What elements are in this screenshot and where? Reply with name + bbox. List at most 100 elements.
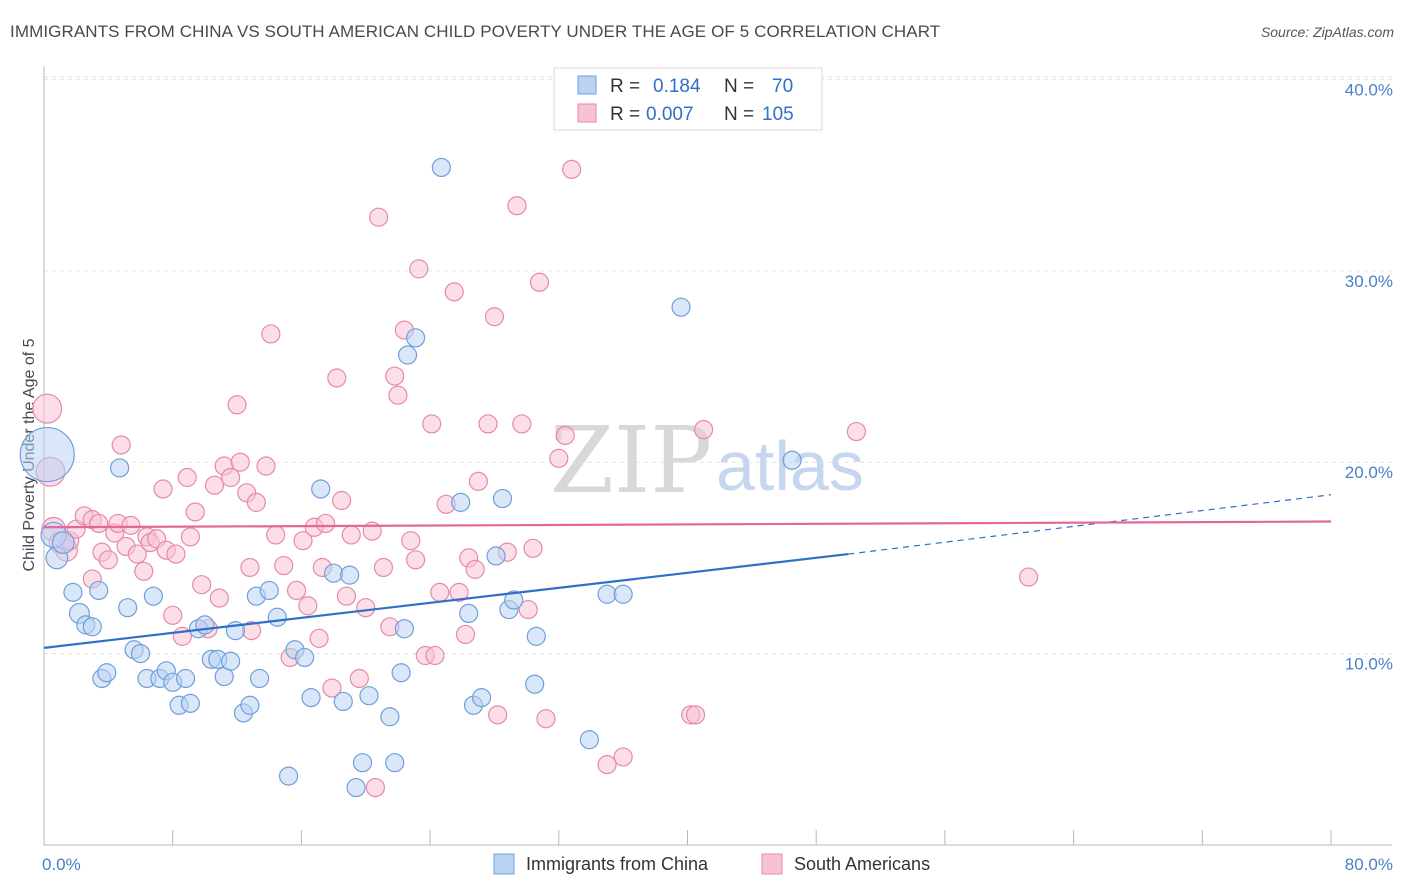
chart-title: IMMIGRANTS FROM CHINA VS SOUTH AMERICAN … xyxy=(10,22,941,41)
china-point xyxy=(143,586,163,606)
south-americans-point xyxy=(449,582,469,602)
south-americans-point xyxy=(512,414,532,434)
south-americans-point xyxy=(163,605,183,625)
south-americans-point xyxy=(529,272,550,292)
china-point xyxy=(597,584,617,604)
china-point xyxy=(359,686,379,706)
south-americans-point xyxy=(192,575,212,595)
china-point xyxy=(526,626,546,646)
south-americans-point xyxy=(562,159,582,179)
china-point xyxy=(110,458,130,478)
south-americans-point xyxy=(356,598,376,618)
x-tick-label: 80.0% xyxy=(1345,855,1393,874)
china-point xyxy=(451,492,471,512)
south-americans-point xyxy=(221,467,241,488)
china-point xyxy=(504,590,524,610)
trend-lines xyxy=(43,494,1332,649)
south-americans-point xyxy=(111,435,131,455)
south-americans-point xyxy=(166,544,186,564)
south-americans-trend-line xyxy=(43,520,1332,529)
south-americans-point xyxy=(32,393,63,424)
china-point xyxy=(380,707,400,727)
south-americans-point xyxy=(322,678,342,698)
south-americans-point xyxy=(298,596,318,616)
south-americans-point xyxy=(613,747,633,767)
south-americans-point xyxy=(89,513,109,534)
china-point xyxy=(492,488,513,509)
south-americans-point xyxy=(230,452,250,472)
china-point xyxy=(301,688,321,708)
china-point xyxy=(385,753,405,773)
legend-n-value-china: 70 xyxy=(772,76,793,97)
china-point xyxy=(51,531,75,554)
south-americans-point xyxy=(597,755,617,775)
legend-r-value-china: 0.184 xyxy=(653,76,701,97)
china-point xyxy=(118,598,138,618)
south-americans-point xyxy=(153,479,173,499)
south-americans-point xyxy=(185,502,205,522)
source-credit: Source: ZipAtlas.com xyxy=(1260,24,1394,40)
south-americans-point xyxy=(127,544,147,564)
legend-n-label-south-americans: N = xyxy=(724,104,754,125)
south-americans-point xyxy=(246,492,266,512)
watermark: ZIP atlas xyxy=(550,407,864,514)
china-point xyxy=(486,546,506,566)
south-americans-point xyxy=(274,555,294,576)
south-americans-point xyxy=(309,628,329,648)
china-trend-line xyxy=(43,552,849,649)
china-point xyxy=(323,563,344,583)
south-americans-point xyxy=(349,668,369,689)
china-point xyxy=(352,753,373,773)
south-americans-point xyxy=(401,531,421,551)
china-point xyxy=(267,607,287,627)
south-americans-point xyxy=(293,531,313,551)
y-tick-label: 20.0% xyxy=(1345,463,1393,482)
china-point xyxy=(671,297,691,317)
china-point xyxy=(394,619,414,639)
china-point xyxy=(63,582,83,602)
south-americans-point xyxy=(430,582,450,602)
china-point xyxy=(19,426,75,483)
legend-box xyxy=(553,67,823,131)
legend-r-label-china: R = xyxy=(610,76,640,97)
south-americans-point xyxy=(261,324,281,344)
china-point xyxy=(278,766,299,786)
china-point xyxy=(391,663,411,683)
south-americans-point xyxy=(327,368,347,388)
south-americans-point xyxy=(177,467,197,488)
china-point xyxy=(82,617,102,637)
south-americans-point xyxy=(846,421,867,442)
south-americans-point xyxy=(121,515,141,535)
south-americans-point xyxy=(555,425,575,446)
south-americans-point xyxy=(332,490,352,511)
china-point xyxy=(221,651,241,671)
china-point xyxy=(525,674,545,694)
china-point xyxy=(471,688,492,708)
china-point xyxy=(295,647,315,668)
china-point xyxy=(346,777,366,798)
south-americans-point xyxy=(465,559,485,579)
legend: R = 0.184 N = 70 R = 0.007 N = 105 xyxy=(553,67,823,131)
china-trend-extension xyxy=(848,494,1332,555)
south-americans-point xyxy=(369,207,389,227)
bottom-legend: Immigrants from China South Americans xyxy=(493,853,930,875)
bottom-legend-label-china: Immigrants from China xyxy=(526,854,709,874)
bottom-legend-swatch-china xyxy=(493,853,515,875)
y-tick-label: 10.0% xyxy=(1345,655,1393,674)
china-point xyxy=(249,668,270,689)
south-americans-point xyxy=(455,624,476,645)
china-point xyxy=(782,450,802,470)
south-americans-point xyxy=(1018,567,1039,587)
south-americans-point xyxy=(209,588,229,608)
y-tick-labels: 10.0% 20.0% 30.0% 40.0% xyxy=(1345,80,1393,673)
south-americans-point xyxy=(286,580,307,601)
china-point xyxy=(97,663,117,683)
south-americans-point xyxy=(409,259,429,279)
south-americans-point xyxy=(468,471,488,491)
legend-n-value-south-americans: 105 xyxy=(762,104,794,125)
china-points xyxy=(19,157,802,798)
south-americans-point xyxy=(425,645,445,666)
south-americans-point xyxy=(240,557,260,578)
south-americans-point xyxy=(444,282,464,302)
south-americans-point xyxy=(341,525,361,545)
